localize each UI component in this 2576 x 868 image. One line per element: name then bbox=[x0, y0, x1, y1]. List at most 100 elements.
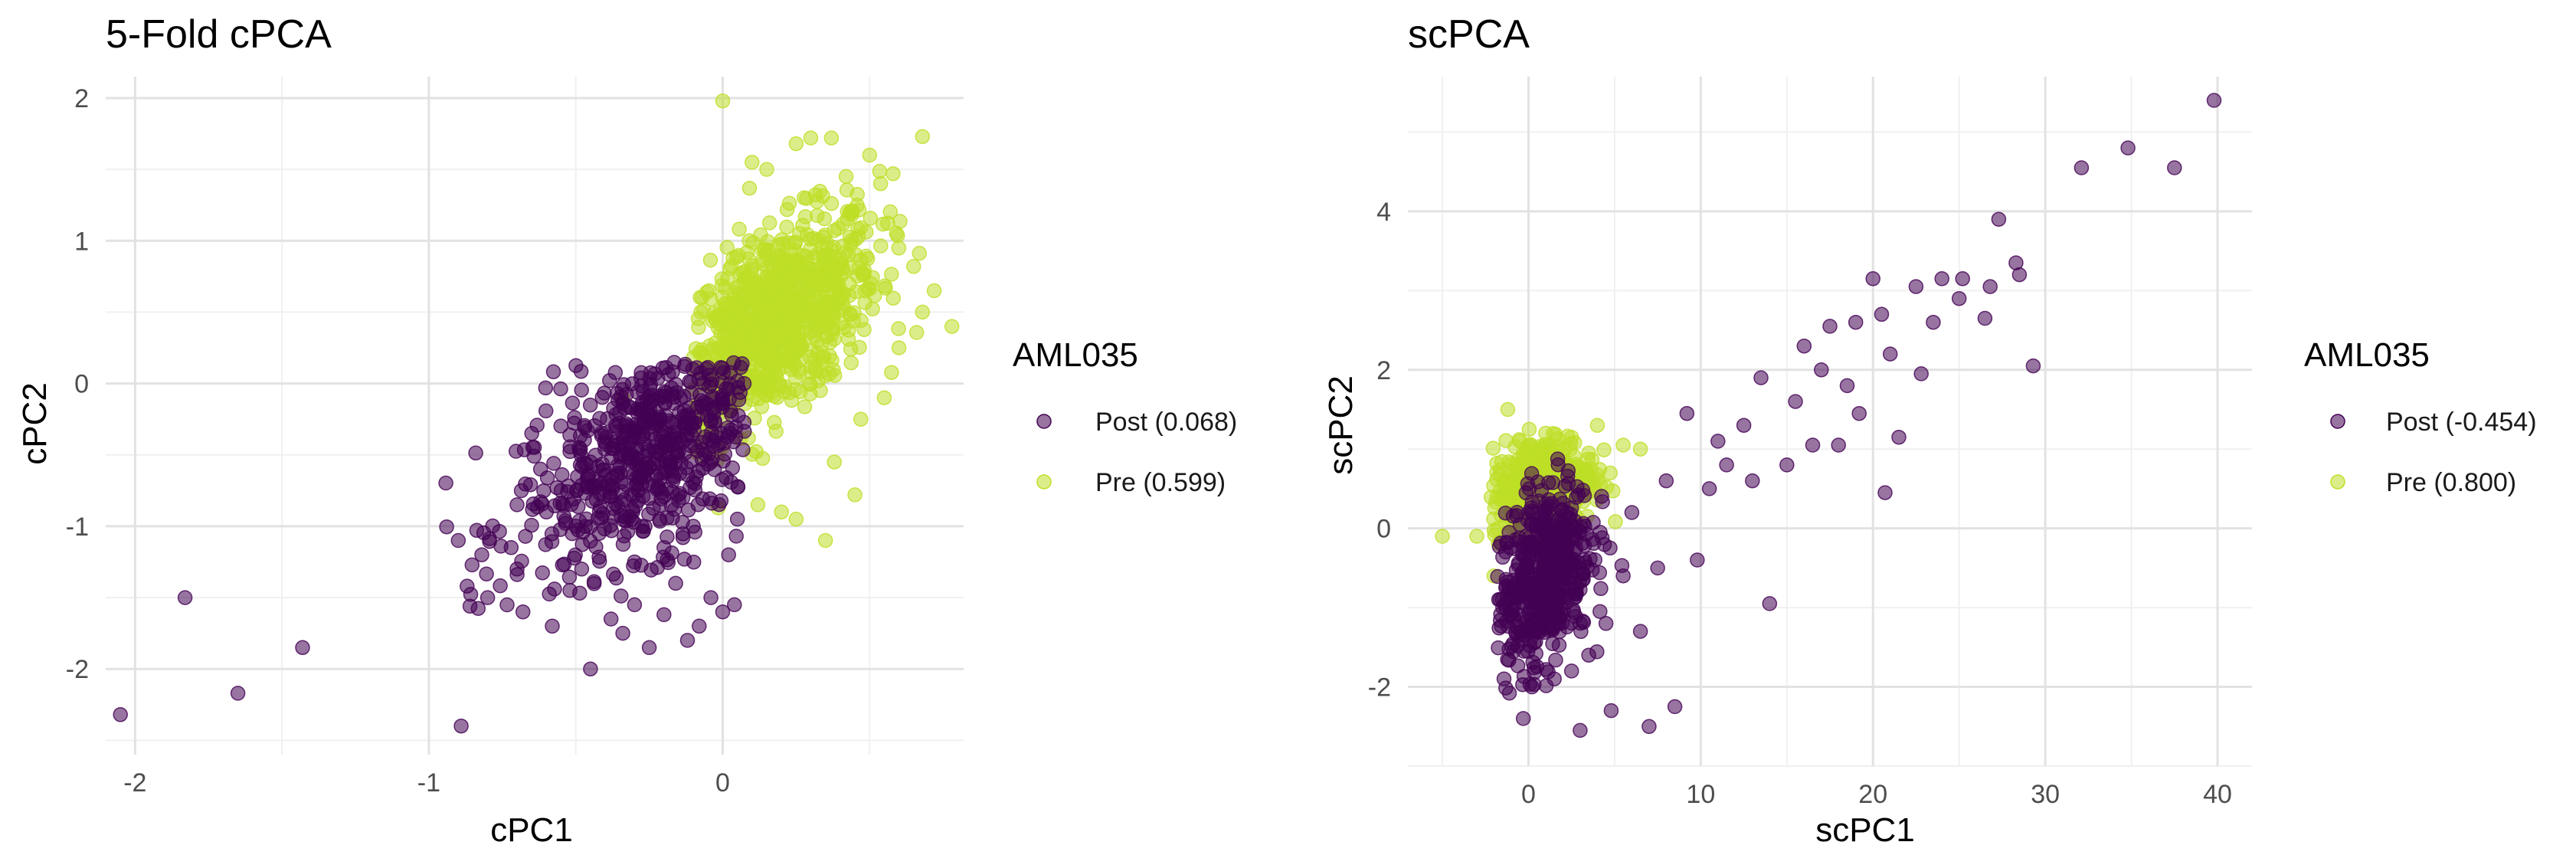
data-point bbox=[702, 491, 718, 506]
data-point bbox=[568, 358, 584, 373]
data-point bbox=[1511, 555, 1527, 571]
data-point bbox=[1594, 489, 1609, 504]
data-point bbox=[732, 221, 747, 237]
chart-title-scpca: scPCA bbox=[1408, 12, 1530, 57]
data-point bbox=[944, 319, 960, 334]
data-point bbox=[775, 352, 790, 368]
data-point bbox=[1550, 457, 1566, 473]
data-point bbox=[469, 522, 485, 539]
data-point bbox=[606, 566, 621, 582]
data-point bbox=[1501, 685, 1517, 701]
data-point bbox=[553, 418, 568, 434]
legend-title-cpca: AML035 bbox=[1013, 336, 1138, 374]
data-point bbox=[538, 380, 554, 396]
x-tick-label: 20 bbox=[1858, 780, 1887, 809]
data-point bbox=[643, 388, 660, 403]
data-point bbox=[908, 325, 925, 340]
data-point bbox=[727, 597, 742, 613]
data-point bbox=[1529, 587, 1544, 603]
data-point bbox=[1561, 522, 1577, 538]
data-point bbox=[1511, 589, 1527, 604]
data-point bbox=[578, 511, 594, 527]
data-point bbox=[1982, 279, 1998, 294]
data-point bbox=[536, 483, 552, 499]
data-point bbox=[810, 246, 826, 261]
y-tick-label: 4 bbox=[1376, 198, 1391, 227]
data-point bbox=[2025, 358, 2041, 374]
data-point bbox=[882, 204, 898, 220]
data-point bbox=[230, 686, 246, 701]
data-point bbox=[462, 598, 478, 614]
data-point bbox=[509, 497, 525, 513]
data-point bbox=[841, 323, 856, 338]
data-point bbox=[862, 147, 878, 163]
data-point bbox=[656, 540, 672, 555]
data-point bbox=[690, 311, 706, 326]
data-point bbox=[641, 490, 656, 506]
data-point bbox=[1521, 421, 1537, 437]
legend-label-post-scpca: Post (-0.454) bbox=[2386, 408, 2537, 437]
data-point bbox=[906, 259, 921, 274]
data-point bbox=[652, 513, 668, 529]
data-point bbox=[464, 557, 480, 573]
data-point bbox=[1483, 490, 1499, 505]
data-point bbox=[586, 574, 602, 589]
data-point bbox=[1839, 378, 1855, 394]
data-point bbox=[712, 435, 728, 451]
data-point bbox=[1615, 568, 1631, 584]
data-point bbox=[1573, 722, 1588, 739]
data-point bbox=[1547, 671, 1562, 686]
data-point bbox=[538, 403, 554, 419]
data-point bbox=[1603, 703, 1619, 719]
data-point bbox=[647, 431, 663, 447]
legend-label-pre-scpca: Pre (0.800) bbox=[2386, 468, 2516, 497]
data-point bbox=[574, 562, 590, 577]
x-axis-label-cpca: cPC1 bbox=[490, 811, 573, 849]
y-axis-label-cpca: cPC2 bbox=[16, 382, 54, 465]
data-point bbox=[789, 304, 805, 319]
data-point bbox=[1650, 560, 1665, 576]
data-point bbox=[568, 519, 584, 534]
legend-label-post-cpca: Post (0.068) bbox=[1095, 408, 1237, 437]
data-point bbox=[439, 519, 454, 535]
data-point bbox=[1529, 659, 1545, 674]
data-point bbox=[682, 374, 697, 389]
data-point bbox=[876, 390, 892, 405]
data-point bbox=[757, 270, 773, 286]
data-point bbox=[1745, 473, 1760, 489]
data-point bbox=[840, 211, 856, 227]
data-point bbox=[636, 523, 651, 539]
data-point bbox=[553, 381, 568, 397]
data-point bbox=[1435, 529, 1450, 544]
data-point bbox=[1753, 370, 1769, 385]
data-point bbox=[853, 411, 869, 427]
panel-cpca: 5-Fold cPCA -2 -1 0 2 1 0 -1 -2 cPC1 cPC2 AML03… bbox=[16, 12, 1237, 849]
data-point bbox=[480, 590, 496, 605]
data-point bbox=[525, 440, 541, 455]
x-axis-label-scpca: scPC1 bbox=[1815, 811, 1915, 849]
data-point bbox=[631, 470, 646, 486]
data-point bbox=[722, 365, 738, 381]
data-point bbox=[574, 477, 590, 493]
data-point bbox=[745, 155, 760, 170]
data-point bbox=[1602, 465, 1618, 481]
data-point bbox=[1469, 529, 1484, 544]
data-point bbox=[650, 479, 666, 494]
data-point bbox=[535, 565, 550, 581]
data-point bbox=[872, 163, 888, 179]
data-point bbox=[1679, 405, 1695, 421]
data-point bbox=[656, 465, 672, 481]
data-point bbox=[1762, 596, 1778, 611]
data-point bbox=[826, 454, 842, 470]
data-point bbox=[1736, 418, 1752, 433]
data-point bbox=[627, 554, 643, 570]
data-point bbox=[728, 529, 744, 544]
data-point bbox=[1486, 511, 1501, 527]
data-point bbox=[544, 534, 560, 549]
data-point bbox=[703, 414, 718, 430]
data-point bbox=[1594, 530, 1610, 545]
data-point bbox=[692, 618, 707, 634]
data-point bbox=[781, 195, 797, 211]
data-point bbox=[474, 547, 489, 562]
